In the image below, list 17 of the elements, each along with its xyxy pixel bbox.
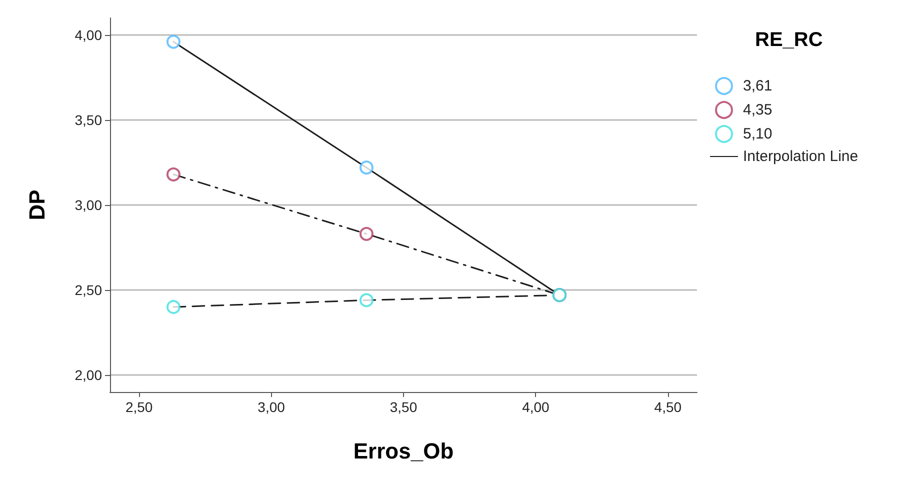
- legend-title: RE_RC: [755, 29, 823, 51]
- x-axis-title: Erros_Ob: [353, 438, 454, 464]
- x-tick-label: 4,50: [654, 399, 682, 415]
- x-tick-label: 3,00: [258, 399, 286, 415]
- legend-label: 4,35: [743, 102, 772, 118]
- y-tick-label: 2,00: [74, 367, 102, 383]
- y-axis-title: DP: [24, 190, 50, 220]
- x-tick-label: 3,50: [390, 399, 418, 415]
- x-tick-label: 2,50: [125, 399, 153, 415]
- y-tick-label: 3,50: [74, 112, 102, 128]
- y-tick-label: 2,50: [74, 282, 102, 298]
- legend-label: 3,61: [743, 78, 772, 94]
- y-tick-label: 4,00: [74, 27, 102, 43]
- legend-label: Interpolation Line: [743, 148, 858, 165]
- legend-label: 5,10: [743, 126, 772, 142]
- y-tick-label: 3,00: [74, 197, 102, 213]
- x-tick-label: 4,00: [522, 399, 550, 415]
